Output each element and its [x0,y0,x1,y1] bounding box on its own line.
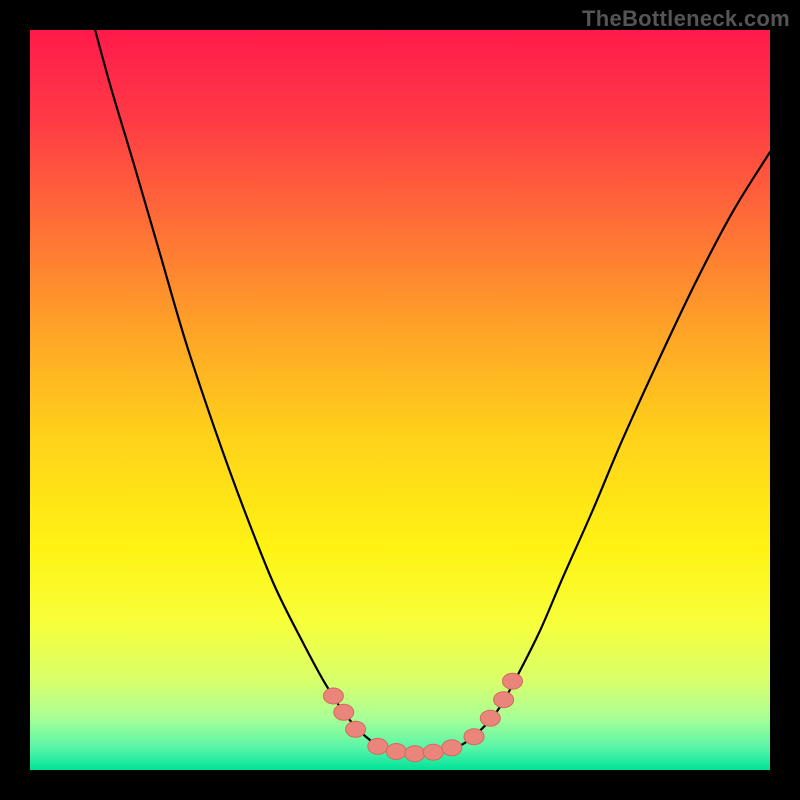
valley-marker [346,721,366,737]
valley-marker [494,692,514,708]
valley-marker [323,688,343,704]
valley-marker [386,744,406,760]
chart-stage: TheBottleneck.com [0,0,800,800]
valley-marker [423,744,443,760]
valley-marker [464,729,484,745]
valley-marker [405,746,425,762]
valley-marker [368,738,388,754]
valley-marker [334,704,354,720]
chart-background-gradient [30,30,770,770]
watermark-text: TheBottleneck.com [582,6,790,32]
valley-marker [442,740,462,756]
bottleneck-chart [0,0,800,800]
valley-marker [502,673,522,689]
valley-marker [480,710,500,726]
